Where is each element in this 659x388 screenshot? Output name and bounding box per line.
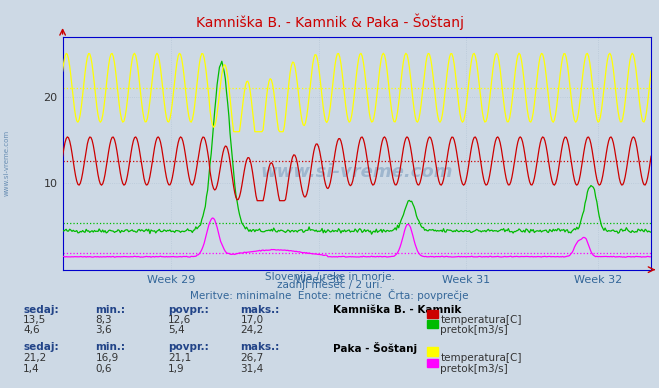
Text: zadnji mesec / 2 uri.: zadnji mesec / 2 uri. bbox=[277, 280, 382, 290]
Text: 4,6: 4,6 bbox=[23, 325, 40, 335]
Text: www.si-vreme.com: www.si-vreme.com bbox=[260, 163, 453, 181]
Text: 13,5: 13,5 bbox=[23, 315, 46, 325]
Text: 1,4: 1,4 bbox=[23, 364, 40, 374]
Text: 17,0: 17,0 bbox=[241, 315, 264, 325]
Text: sedaj:: sedaj: bbox=[23, 305, 59, 315]
Text: maks.:: maks.: bbox=[241, 305, 280, 315]
Text: 3,6: 3,6 bbox=[96, 325, 112, 335]
Text: maks.:: maks.: bbox=[241, 342, 280, 352]
Text: 24,2: 24,2 bbox=[241, 325, 264, 335]
Text: Meritve: minimalne  Enote: metrične  Črta: povprečje: Meritve: minimalne Enote: metrične Črta:… bbox=[190, 289, 469, 301]
Text: 31,4: 31,4 bbox=[241, 364, 264, 374]
Text: 8,3: 8,3 bbox=[96, 315, 112, 325]
Text: povpr.:: povpr.: bbox=[168, 305, 209, 315]
Text: 1,9: 1,9 bbox=[168, 364, 185, 374]
Text: 5,4: 5,4 bbox=[168, 325, 185, 335]
Text: 16,9: 16,9 bbox=[96, 353, 119, 363]
Text: min.:: min.: bbox=[96, 305, 126, 315]
Text: Slovenija / reke in morje.: Slovenija / reke in morje. bbox=[264, 272, 395, 282]
Text: Kamniška B. - Kamnik & Paka - Šoštanj: Kamniška B. - Kamnik & Paka - Šoštanj bbox=[196, 14, 463, 30]
Text: 21,1: 21,1 bbox=[168, 353, 191, 363]
Text: pretok[m3/s]: pretok[m3/s] bbox=[440, 364, 508, 374]
Text: sedaj:: sedaj: bbox=[23, 342, 59, 352]
Text: povpr.:: povpr.: bbox=[168, 342, 209, 352]
Text: Paka - Šoštanj: Paka - Šoštanj bbox=[333, 342, 417, 354]
Text: 26,7: 26,7 bbox=[241, 353, 264, 363]
Text: temperatura[C]: temperatura[C] bbox=[440, 315, 522, 325]
Text: 12,6: 12,6 bbox=[168, 315, 191, 325]
Text: temperatura[C]: temperatura[C] bbox=[440, 353, 522, 363]
Text: Kamniška B. - Kamnik: Kamniška B. - Kamnik bbox=[333, 305, 461, 315]
Text: www.si-vreme.com: www.si-vreme.com bbox=[3, 130, 10, 196]
Text: 0,6: 0,6 bbox=[96, 364, 112, 374]
Text: min.:: min.: bbox=[96, 342, 126, 352]
Text: 21,2: 21,2 bbox=[23, 353, 46, 363]
Text: pretok[m3/s]: pretok[m3/s] bbox=[440, 325, 508, 335]
